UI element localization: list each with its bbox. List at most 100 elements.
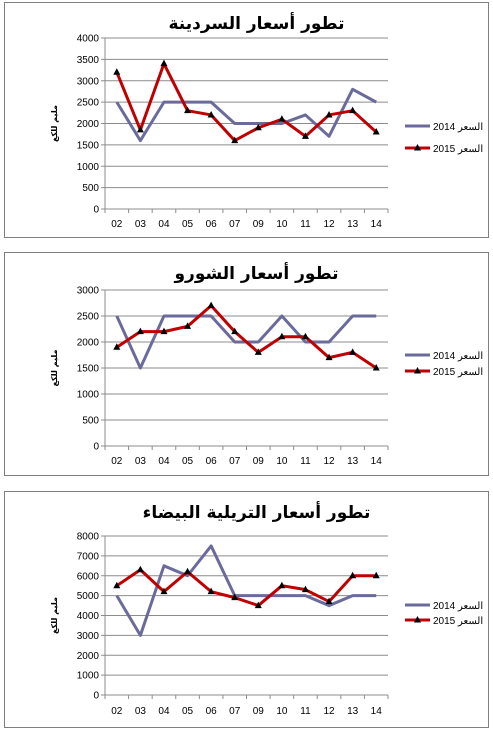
y-tick-label: 2500 (77, 98, 100, 109)
x-tick-label: 12 (323, 456, 335, 467)
y-tick-label: 5000 (77, 591, 100, 602)
x-tick-label: 07 (229, 706, 241, 717)
data-point (207, 587, 215, 595)
chart-title: تطور أسعار الشورو (173, 262, 338, 284)
data-point (113, 581, 121, 589)
y-tick-label: 500 (82, 416, 99, 427)
data-point (372, 128, 380, 135)
x-tick-label: 13 (347, 219, 359, 230)
legend-label: السعر 2015 (433, 367, 483, 378)
x-tick-label: 03 (135, 456, 147, 467)
x-tick-label: 05 (182, 456, 194, 467)
data-point (372, 571, 380, 579)
y-tick-label: 2000 (77, 338, 100, 349)
y-tick-label: 3000 (77, 76, 100, 87)
x-tick-label: 04 (158, 456, 170, 467)
data-point (254, 601, 262, 609)
y-axis-label: مليم للكغ (50, 597, 59, 634)
y-tick-label: 2000 (77, 651, 100, 662)
x-tick-label: 06 (206, 219, 218, 230)
y-tick-label: 0 (93, 205, 99, 216)
chart-panel-sardine: تطور أسعار السردينة مليم للكغ 0 500 1000 1500… (4, 2, 489, 238)
x-tick-label: 02 (111, 456, 123, 467)
data-point (278, 581, 286, 589)
legend-label: السعر 2014 (433, 351, 483, 362)
series-line-2 (115, 568, 377, 608)
x-tick-label: 10 (276, 706, 288, 717)
data-point (349, 106, 357, 114)
data-point (278, 115, 286, 122)
data-point (278, 332, 286, 340)
x-tick-label: 09 (253, 456, 265, 467)
chart-title: تطور أسعار التريلية البيضاء (143, 501, 371, 523)
data-point (184, 322, 192, 329)
x-tick-label: 06 (206, 706, 218, 717)
legend-marker (414, 367, 421, 374)
x-tick-label: 12 (323, 706, 335, 717)
x-tick-label: 10 (276, 219, 288, 230)
y-axis-label: مليم للكغ (50, 105, 59, 142)
x-tick-label: 13 (347, 706, 359, 717)
x-tick-label: 11 (300, 706, 311, 717)
data-point (231, 136, 239, 144)
y-tick-label: 2000 (77, 119, 100, 130)
legend-label: السعر 2015 (433, 144, 483, 155)
chart-panel-chourou: تطور أسعار الشورو مليم للكغ 0 500 1000 1500 20… (4, 252, 489, 476)
legend-label: السعر 2014 (433, 122, 483, 133)
x-tick-label: 05 (182, 706, 194, 717)
y-tick-label: 4000 (77, 611, 100, 622)
x-tick-label: 02 (111, 219, 123, 230)
x-tick-label: 03 (135, 706, 147, 717)
data-point (254, 348, 262, 355)
data-point (301, 585, 309, 593)
x-tick-label: 09 (253, 706, 265, 717)
chart-title: تطور أسعار السردينة (169, 12, 345, 34)
data-point (136, 327, 144, 335)
x-tick-label: 04 (158, 706, 170, 717)
y-tick-label: 8000 (77, 532, 100, 543)
x-tick-label: 09 (253, 219, 265, 230)
y-tick-label: 6000 (77, 571, 100, 582)
series-line-2 (115, 304, 378, 370)
y-tick-label: 4000 (77, 34, 100, 45)
legend-marker (414, 144, 421, 151)
data-point (349, 348, 357, 355)
x-tick-label: 11 (300, 219, 311, 230)
data-point (372, 364, 380, 371)
x-tick-label: 10 (276, 456, 288, 467)
x-tick-label: 07 (229, 456, 241, 467)
data-point (301, 132, 309, 139)
data-point (349, 571, 357, 579)
y-tick-label: 7000 (77, 551, 100, 562)
y-tick-label: 500 (82, 183, 99, 194)
data-point (207, 301, 215, 309)
data-point (136, 565, 144, 573)
data-point (325, 110, 333, 118)
data-point (184, 567, 192, 575)
y-tick-label: 0 (93, 691, 99, 702)
x-tick-label: 05 (182, 219, 194, 230)
data-point (231, 593, 239, 601)
x-tick-label: 12 (323, 219, 335, 230)
series-line-1 (115, 544, 377, 637)
data-point (325, 353, 333, 361)
x-tick-label: 03 (135, 219, 147, 230)
data-point (136, 125, 144, 133)
x-tick-label: 02 (111, 706, 123, 717)
chart-sardine: تطور أسعار السردينة مليم للكغ 0 500 1000 1500… (50, 12, 483, 230)
y-tick-label: 1000 (77, 671, 100, 682)
data-point (231, 327, 239, 335)
x-tick-label: 14 (371, 706, 383, 717)
data-point (113, 68, 121, 75)
y-tick-label: 1500 (77, 140, 100, 151)
y-tick-label: 1500 (77, 364, 100, 375)
x-tick-label: 14 (371, 456, 383, 467)
y-tick-label: 3000 (77, 286, 100, 297)
series-line-1 (115, 87, 377, 143)
y-tick-label: 2500 (77, 312, 100, 323)
y-tick-label: 0 (93, 442, 99, 453)
x-tick-label: 11 (300, 456, 311, 467)
x-tick-label: 14 (371, 219, 383, 230)
data-point (325, 597, 333, 605)
legend-marker (414, 616, 421, 623)
